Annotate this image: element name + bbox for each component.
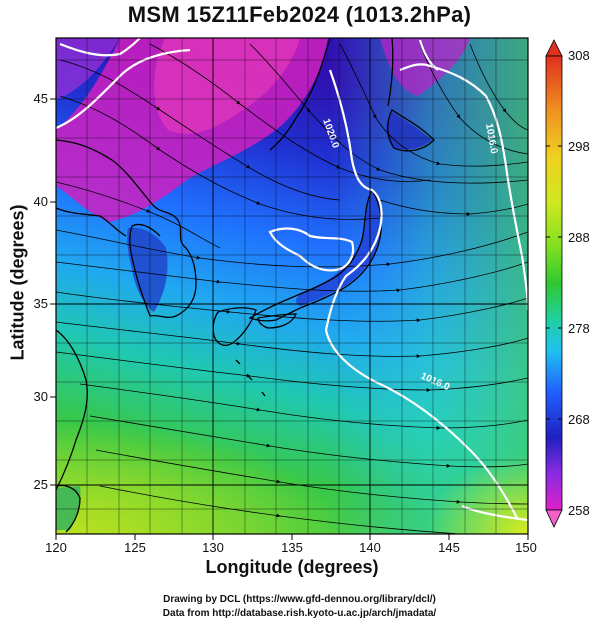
cold-air-region-northeast <box>380 38 470 96</box>
china-coastline <box>56 329 88 491</box>
isobar <box>56 48 191 130</box>
lat-lon-grid <box>56 38 528 534</box>
colorbar-tick-label: 278 <box>568 321 590 336</box>
colorbar-top-arrow <box>545 39 563 57</box>
x-tick-label: 120 <box>45 540 67 555</box>
isobar-1016 <box>399 63 528 311</box>
x-axis-label: Longitude (degrees) <box>205 557 379 577</box>
y-tick-label: 45 <box>34 91 48 106</box>
data-source-credit: Data from http://database.rish.kyoto-u.a… <box>162 608 437 619</box>
isobar-1020 <box>324 69 519 521</box>
colorbar-gradient <box>545 55 563 511</box>
asia-coastline <box>56 139 197 319</box>
map-panel: 1020.0 1016.0 1016.0 <box>56 38 528 534</box>
x-tick-labels: 120 125 130 135 140 145 150 <box>45 540 537 555</box>
colorbar-tick-label: 308 <box>568 48 590 63</box>
isobar <box>59 38 141 57</box>
y-tick-label: 35 <box>34 296 48 311</box>
streamline <box>56 261 528 293</box>
x-tick-label: 145 <box>438 540 460 555</box>
colorbar-bottom-arrow <box>545 509 563 528</box>
y-tick-label: 40 <box>34 194 48 209</box>
taiwan-coastline <box>56 484 81 533</box>
y-tick-label: 25 <box>34 477 48 492</box>
colorbar-tick-label: 298 <box>568 139 590 154</box>
streamline <box>56 321 528 359</box>
streamline <box>149 43 431 182</box>
x-tick-marks <box>55 534 529 540</box>
warm-region-southeast <box>300 360 528 534</box>
y-tick-marks <box>50 98 56 486</box>
x-tick-label: 150 <box>515 540 537 555</box>
lat-lon-grid-minor <box>56 38 528 534</box>
y-axis-label: Latitude (degrees) <box>7 204 28 361</box>
streamline <box>56 229 528 268</box>
colorbar-tick-label: 288 <box>568 230 590 245</box>
streamline <box>59 95 381 220</box>
streamline <box>469 43 528 131</box>
korea-land <box>127 227 168 312</box>
isobar-closed <box>268 227 355 272</box>
streamline <box>56 351 528 393</box>
isobar <box>461 504 528 522</box>
taiwan-land <box>56 486 81 530</box>
x-tick-label: 140 <box>359 540 381 555</box>
isobar <box>418 39 439 71</box>
chart-title: MSM 15Z11Feb2024 (1013.2hPa) <box>127 2 472 27</box>
streamline <box>99 485 461 534</box>
colorbar-tick-marks <box>546 145 562 420</box>
colorbar-tick-label: 258 <box>568 503 590 518</box>
streamline <box>56 291 528 323</box>
x-tick-label: 125 <box>124 540 146 555</box>
colorbar: 308 298 288 278 268 258 <box>545 39 590 528</box>
x-tick-label: 130 <box>202 540 224 555</box>
sakhalin-coastline <box>387 38 394 107</box>
pressure-contours <box>56 38 528 522</box>
y-tick-label: 30 <box>34 389 48 404</box>
streamline <box>79 383 528 430</box>
streamline <box>95 449 528 505</box>
streamline <box>59 59 341 201</box>
streamline <box>89 415 528 468</box>
contour-label: 1016.0 <box>483 123 499 155</box>
y-tick-labels: 45 40 35 30 25 <box>34 91 48 492</box>
x-tick-label: 135 <box>281 540 303 555</box>
colorbar-tick-label: 268 <box>568 412 590 427</box>
drawing-credit: Drawing by DCL (https://www.gfd-dennou.o… <box>163 594 436 605</box>
